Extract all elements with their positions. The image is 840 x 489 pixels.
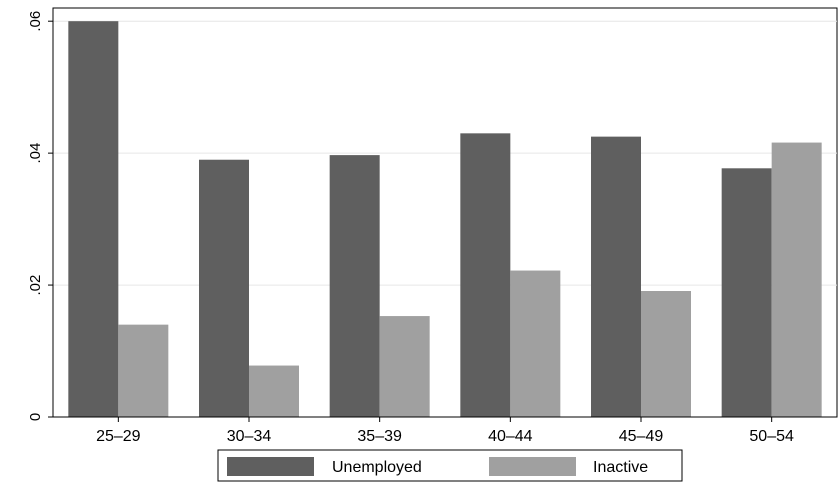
bar-inactive-5 <box>771 142 822 417</box>
x-tick-label: 45–49 <box>619 428 664 445</box>
bar-inactive-2 <box>379 316 430 417</box>
legend: Unemployed Inactive <box>217 449 683 482</box>
bar-inactive-4 <box>641 291 691 417</box>
axes <box>52 8 837 418</box>
bar-unemployed-1 <box>199 159 249 417</box>
bar-unemployed-4 <box>591 136 641 418</box>
legend-label-inactive: Inactive <box>593 459 648 476</box>
y-tick-label: 0 <box>27 413 44 421</box>
y-tick-label: .06 <box>27 11 44 32</box>
x-tick-label: 40–44 <box>488 428 533 445</box>
x-tick-label: 35–39 <box>357 428 402 445</box>
y-tick-label: .04 <box>27 143 44 164</box>
x-ticks: 25–29 30–34 35–39 40–44 45–49 50–54 <box>96 417 794 445</box>
bar-unemployed-2 <box>329 155 380 417</box>
y-ticks: 0 .02 .04 .06 <box>27 11 53 421</box>
bar-inactive-1 <box>249 365 299 417</box>
x-tick-label: 30–34 <box>227 428 272 445</box>
x-tick-label: 25–29 <box>96 428 141 445</box>
bar-inactive-0 <box>118 324 169 417</box>
bar-unemployed-3 <box>460 133 511 417</box>
legend-swatch-inactive <box>489 457 576 476</box>
bar-unemployed-5 <box>721 168 772 417</box>
legend-label-unemployed: Unemployed <box>332 459 422 476</box>
x-tick-label: 50–54 <box>749 428 794 445</box>
plot-background <box>52 7 838 418</box>
gridlines <box>53 20 837 286</box>
bars <box>68 21 822 418</box>
legend-swatch-unemployed <box>227 457 314 476</box>
y-tick-label: .02 <box>27 275 44 296</box>
bar-inactive-3 <box>510 270 561 417</box>
bar-unemployed-0 <box>68 21 119 418</box>
